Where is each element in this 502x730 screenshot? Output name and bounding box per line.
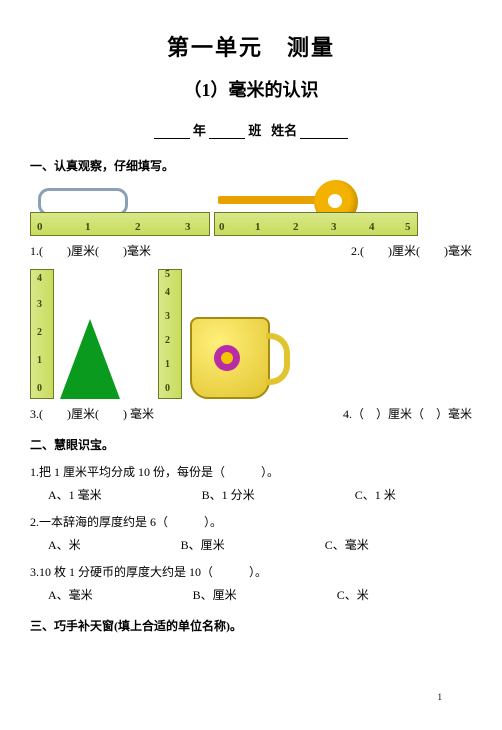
info-line: 年 班 姓名 <box>30 120 472 139</box>
cup-handle-icon <box>266 333 290 385</box>
opt-c[interactable]: C、1 米 <box>355 486 396 503</box>
vruler-num: 1 <box>37 355 42 366</box>
cone-icon <box>60 319 120 399</box>
ruler-num: 3 <box>331 221 337 233</box>
cup-icon <box>190 317 270 399</box>
vruler-area: 0 1 2 3 4 0 1 2 3 4 5 <box>30 269 310 399</box>
s2-q1: 1.把 1 厘米平均分成 10 份，每份是（ ）。 <box>30 463 472 480</box>
label-class: 班 <box>248 123 261 138</box>
page-number: 1 <box>438 692 443 702</box>
ruler-num: 5 <box>405 221 411 233</box>
opt-a[interactable]: A、毫米 <box>48 586 93 603</box>
vruler-num: 4 <box>37 273 42 284</box>
vruler-num: 3 <box>165 311 170 322</box>
vruler-num: 0 <box>165 383 170 394</box>
key-shaft-icon <box>218 196 316 204</box>
section-3-heading: 三、巧手补天窗(填上合适的单位名称)。 <box>30 617 472 634</box>
q3-text: 3.( )厘米( ) 毫米 <box>30 405 154 422</box>
ruler-2: 0 1 2 3 4 5 <box>214 212 418 236</box>
vruler-num: 3 <box>37 299 42 310</box>
opt-c[interactable]: C、米 <box>337 586 369 603</box>
label-name: 姓名 <box>271 123 297 138</box>
ruler-num: 2 <box>135 221 141 233</box>
figure-row-1: 0 1 2 3 0 1 2 3 4 5 <box>30 182 472 236</box>
q2-text: 2.( )厘米( )毫米 <box>351 242 472 259</box>
vruler-2: 0 1 2 3 4 5 <box>158 269 182 399</box>
section-2-heading: 二、慧眼识宝。 <box>30 436 472 453</box>
opt-a[interactable]: A、米 <box>48 536 81 553</box>
vruler-num: 0 <box>37 383 42 394</box>
blank-year[interactable] <box>154 124 190 139</box>
vruler-num: 4 <box>165 287 170 298</box>
opt-b[interactable]: B、厘米 <box>193 586 237 603</box>
ruler-1-box: 0 1 2 3 <box>30 182 210 236</box>
s2-q1-opts: A、1 毫米 B、1 分米 C、1 米 <box>48 486 472 503</box>
blank-name[interactable] <box>300 124 348 139</box>
q1-text: 1.( )厘米( )毫米 <box>30 242 151 259</box>
vruler-num: 5 <box>165 269 170 280</box>
opt-b[interactable]: B、1 分米 <box>202 486 255 503</box>
vruler-num: 2 <box>165 335 170 346</box>
ruler-num: 0 <box>37 221 43 233</box>
vruler-num: 1 <box>165 359 170 370</box>
s2-q2-opts: A、米 B、厘米 C、毫米 <box>48 536 472 553</box>
ruler-num: 1 <box>85 221 91 233</box>
ruler-num: 0 <box>219 221 225 233</box>
label-year: 年 <box>193 123 206 138</box>
unit-title: 第一单元 测量 <box>30 30 472 62</box>
vruler-num: 2 <box>37 327 42 338</box>
q4-text: 4.（ ）厘米（ ）毫米 <box>343 405 472 422</box>
opt-c[interactable]: C、毫米 <box>325 536 369 553</box>
blank-class[interactable] <box>209 124 245 139</box>
ruler-2-box: 0 1 2 3 4 5 <box>214 182 418 236</box>
ruler-num: 1 <box>255 221 261 233</box>
s2-q2: 2.一本辞海的厚度约是 6（ ）。 <box>30 513 472 530</box>
opt-b[interactable]: B、厘米 <box>181 536 225 553</box>
section-1-heading: 一、认真观察，仔细填写。 <box>30 157 472 174</box>
ruler-num: 4 <box>369 221 375 233</box>
subtitle: （1）毫米的认识 <box>30 76 472 102</box>
vruler-1: 0 1 2 3 4 <box>30 269 54 399</box>
ruler-num: 3 <box>185 221 191 233</box>
flower-icon <box>214 345 240 371</box>
opt-a[interactable]: A、1 毫米 <box>48 486 102 503</box>
ruler-1: 0 1 2 3 <box>30 212 210 236</box>
s2-q3: 3.10 枚 1 分硬币的厚度大约是 10（ ）。 <box>30 563 472 580</box>
ruler-num: 2 <box>293 221 299 233</box>
s2-q3-opts: A、毫米 B、厘米 C、米 <box>48 586 472 603</box>
